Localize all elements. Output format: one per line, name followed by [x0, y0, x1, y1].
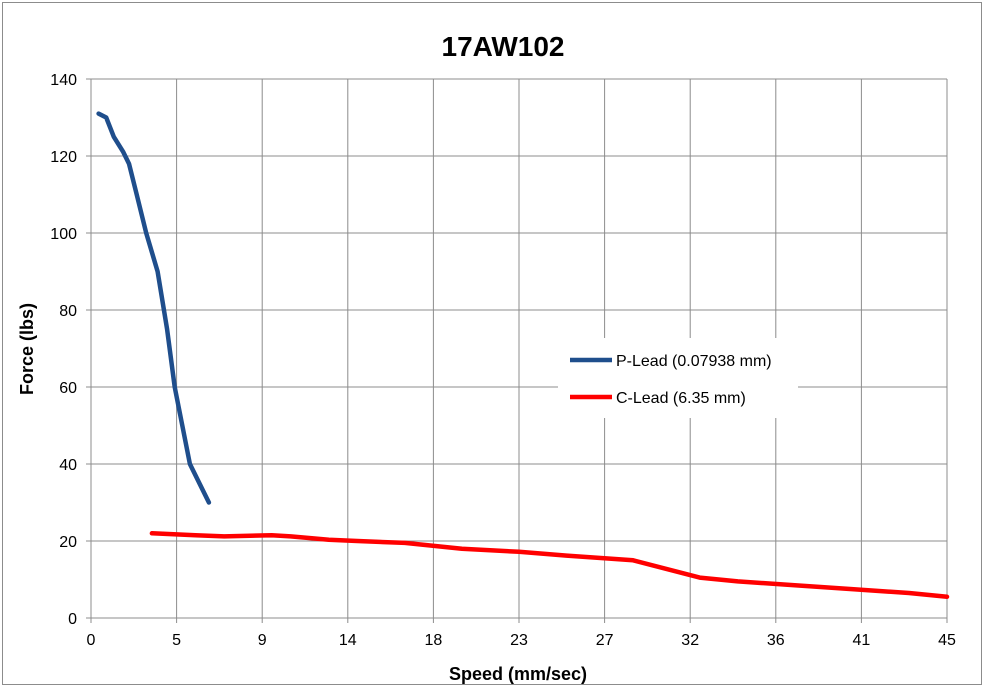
legend-box: [558, 338, 798, 418]
x-tick-label: 5: [172, 632, 181, 649]
tick-labels: 0 5 9 14 18 23 27 32 36 41 45 0 20 40 60 80 100 120 140: [50, 72, 956, 649]
legend: P-Lead (0.07938 mm) C-Lead (6.35 mm): [558, 338, 798, 418]
x-tick-label: 18: [425, 632, 443, 649]
x-tick-label: 14: [339, 632, 357, 649]
y-tick-label: 100: [50, 226, 77, 243]
y-tick-label: 120: [50, 149, 77, 166]
y-tick-label: 60: [59, 380, 77, 397]
x-tick-label: 9: [258, 632, 267, 649]
chart-title: 17AW102: [442, 31, 565, 62]
series-lines: [96, 111, 950, 600]
x-tick-label: 45: [938, 632, 956, 649]
y-tick-label: 20: [59, 534, 77, 551]
x-tick-label: 36: [767, 632, 785, 649]
axes: [86, 78, 948, 623]
y-tick-label: 140: [50, 72, 77, 89]
y-tick-label: 0: [68, 611, 77, 628]
x-axis-label: Speed (mm/sec): [449, 664, 587, 684]
x-tick-label: 23: [510, 632, 528, 649]
legend-label-2: C-Lead (6.35 mm): [616, 390, 746, 407]
x-tick-label: 32: [681, 632, 699, 649]
x-tick-label: 41: [853, 632, 871, 649]
x-tick-label: 27: [596, 632, 614, 649]
y-tick-label: 80: [59, 303, 77, 320]
series-line-2: [149, 531, 950, 600]
x-tick-label: 0: [87, 632, 96, 649]
legend-label-1: P-Lead (0.07938 mm): [616, 353, 772, 370]
line-chart: 17AW102 Force (lbs) Speed (mm/sec) 0 5 9 14…: [17, 31, 956, 684]
series-line-1: [96, 111, 212, 505]
y-tick-label: 40: [59, 457, 77, 474]
y-axis-label: Force (lbs): [17, 303, 37, 395]
